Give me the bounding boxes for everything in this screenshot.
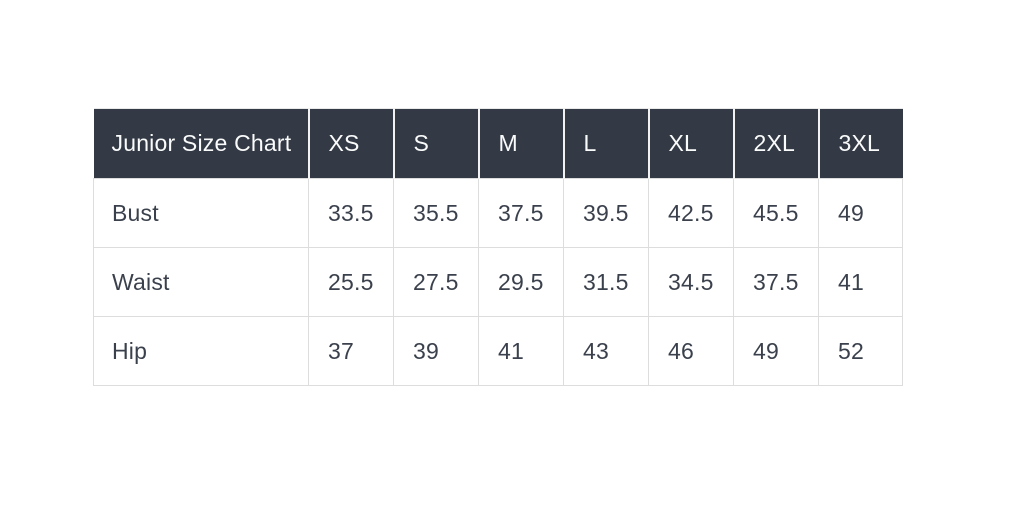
- value-cell: 27.5: [393, 247, 479, 317]
- value-cell: 42.5: [648, 178, 734, 248]
- value-cell: 43: [563, 316, 649, 386]
- value-cell: 31.5: [563, 247, 649, 317]
- table-row-bust: Bust 33.5 35.5 37.5 39.5 42.5 45.5 49: [93, 178, 903, 248]
- value-cell: 34.5: [648, 247, 734, 317]
- size-chart-body: Bust 33.5 35.5 37.5 39.5 42.5 45.5 49 Wa…: [93, 178, 903, 386]
- header-row: Junior Size Chart XS S M L XL 2XL 3XL: [93, 108, 903, 179]
- table-row-waist: Waist 25.5 27.5 29.5 31.5 34.5 37.5 41: [93, 247, 903, 317]
- value-cell: 33.5: [308, 178, 394, 248]
- header-cell-xs: XS: [308, 108, 395, 179]
- row-label-cell: Bust: [93, 178, 309, 248]
- header-cell-m: M: [478, 108, 565, 179]
- value-cell: 37: [308, 316, 394, 386]
- value-cell: 39.5: [563, 178, 649, 248]
- value-cell: 41: [818, 247, 903, 317]
- size-chart-header: Junior Size Chart XS S M L XL 2XL 3XL: [93, 108, 903, 179]
- value-cell: 45.5: [733, 178, 819, 248]
- value-cell: 46: [648, 316, 734, 386]
- header-cell-2xl: 2XL: [733, 108, 820, 179]
- value-cell: 52: [818, 316, 903, 386]
- row-label-cell: Waist: [93, 247, 309, 317]
- value-cell: 39: [393, 316, 479, 386]
- header-cell-l: L: [563, 108, 650, 179]
- header-cell-3xl: 3XL: [818, 108, 903, 179]
- value-cell: 49: [733, 316, 819, 386]
- chart-title-cell: Junior Size Chart: [93, 108, 310, 179]
- table-row-hip: Hip 37 39 41 43 46 49 52: [93, 316, 903, 386]
- value-cell: 25.5: [308, 247, 394, 317]
- value-cell: 41: [478, 316, 564, 386]
- row-label-cell: Hip: [93, 316, 309, 386]
- value-cell: 29.5: [478, 247, 564, 317]
- value-cell: 49: [818, 178, 903, 248]
- header-cell-xl: XL: [648, 108, 735, 179]
- value-cell: 35.5: [393, 178, 479, 248]
- value-cell: 37.5: [478, 178, 564, 248]
- size-chart-table: Junior Size Chart XS S M L XL 2XL 3XL Bu…: [93, 108, 903, 386]
- value-cell: 37.5: [733, 247, 819, 317]
- header-cell-s: S: [393, 108, 480, 179]
